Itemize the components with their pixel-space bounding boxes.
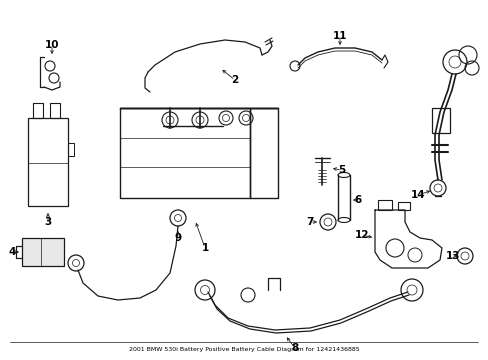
Bar — [377, 200, 391, 210]
Text: 8: 8 — [291, 343, 298, 353]
Bar — [431, 108, 449, 133]
Text: 5: 5 — [338, 165, 345, 175]
Text: 4: 4 — [8, 247, 16, 257]
Text: 3: 3 — [44, 217, 52, 227]
Text: 10: 10 — [45, 40, 59, 50]
Text: 13: 13 — [445, 251, 459, 261]
Text: 2: 2 — [231, 75, 238, 85]
Bar — [22, 238, 64, 266]
Text: 11: 11 — [332, 31, 346, 41]
Text: 14: 14 — [410, 190, 425, 200]
Bar — [28, 118, 68, 206]
Text: 7: 7 — [305, 217, 313, 227]
Text: 2001 BMW 530i Battery Positive Battery Cable Diagram for 12421436885: 2001 BMW 530i Battery Positive Battery C… — [128, 347, 359, 352]
Bar — [397, 202, 409, 210]
Text: 12: 12 — [354, 230, 368, 240]
Bar — [50, 103, 60, 118]
Text: 1: 1 — [201, 243, 208, 253]
Bar — [33, 103, 43, 118]
Text: 6: 6 — [354, 195, 361, 205]
Text: 9: 9 — [174, 233, 181, 243]
